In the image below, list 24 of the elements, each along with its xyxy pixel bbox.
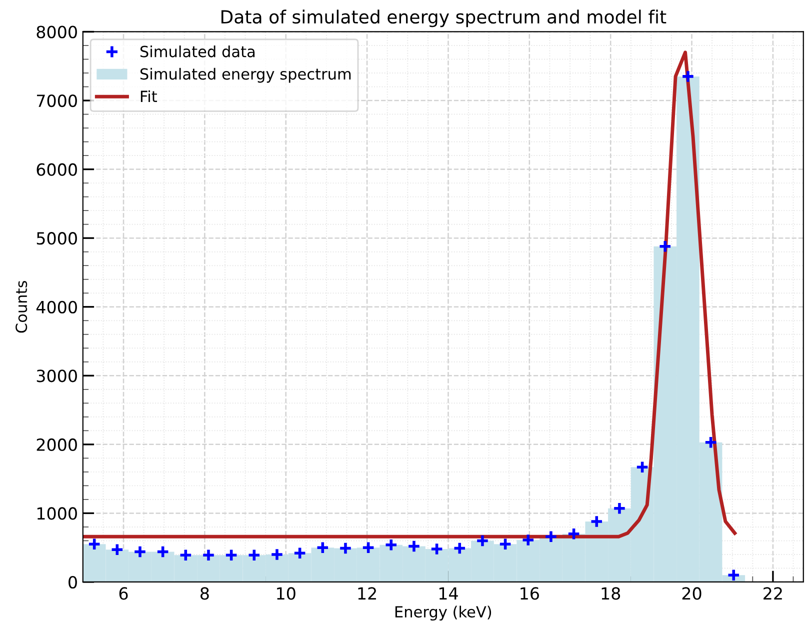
x-tick-label: 18 [602,587,620,600]
y-tick-label: 8000 [36,26,77,38]
legend-label: Simulated data [140,45,255,58]
x-tick-label: 14 [439,587,458,600]
chart-title: Data of simulated energy spectrum and model fit [221,10,666,28]
x-tick-label: 16 [520,587,539,600]
y-tick-label: 3000 [36,370,77,382]
x-axis-title: Energy (keV) [395,606,492,621]
y-tick-label: 4000 [36,300,77,314]
y-tick-label: 0 [68,576,77,589]
y-tick-label: 5000 [36,232,77,245]
y-tick-label: 2000 [36,438,77,451]
y-tick-label: 6000 [36,163,77,176]
legend-label: Fit [140,90,157,102]
x-tick-label: 12 [358,587,376,600]
x-tick-label: 10 [277,587,296,600]
x-tick-label: 22 [764,587,782,600]
legend-label: Simulated energy spectrum [140,68,351,83]
x-tick-label: 6 [119,587,128,600]
y-tick-label: 1000 [37,507,77,520]
x-tick-label: 8 [200,587,209,600]
y-tick-label: 7000 [37,94,77,108]
y-axis-title: Counts [16,280,28,333]
x-tick-label: 20 [682,587,702,600]
